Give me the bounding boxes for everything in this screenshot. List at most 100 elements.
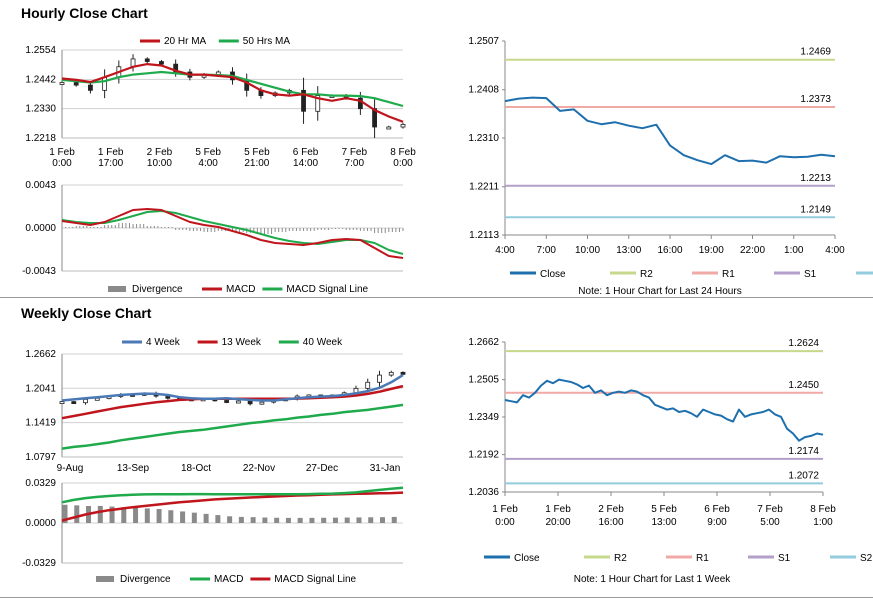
x-tick-label: 10:00	[147, 158, 172, 169]
x-tick-label: 9-Aug	[57, 463, 84, 474]
x-tick-label: 2 Feb	[147, 147, 173, 158]
x-tick-label: 22-Nov	[243, 463, 275, 474]
legend-label: MACD Signal Line	[286, 284, 368, 295]
y-tick-label: 1.2349	[468, 412, 499, 423]
legend-label: MACD	[214, 574, 243, 585]
x-tick-label: 0:00	[52, 158, 72, 169]
y-tick-label: 1.2192	[468, 450, 499, 461]
legend-label: S1	[778, 553, 791, 564]
divergence-bar	[215, 515, 221, 523]
divergence-bar	[203, 513, 209, 523]
weekly-candle	[377, 374, 382, 383]
x-tick-label: 31-Jan	[370, 463, 401, 474]
y-tick-label: 0.0000	[25, 518, 56, 529]
y-tick-label: 1.2442	[25, 74, 56, 85]
x-tick-label: 19:00	[699, 245, 724, 256]
x-tick-label: 1 Feb	[492, 504, 518, 515]
hourly-candle	[59, 82, 65, 85]
x-tick-label: 0:00	[393, 158, 413, 169]
divergence-bar	[168, 510, 174, 523]
weekly-candle	[94, 397, 100, 401]
hourly-candle	[88, 84, 93, 91]
series-macd	[61, 486, 404, 504]
legend-label: R2	[614, 553, 627, 564]
weekly-candle	[235, 400, 241, 404]
hourly-candle	[159, 61, 164, 65]
legend-label: Close	[540, 269, 566, 280]
x-tick-label: 17:00	[98, 158, 123, 169]
weekly-candle	[400, 371, 406, 375]
y-tick-label: 1.2218	[25, 133, 56, 144]
weekly-candle	[365, 381, 371, 389]
divergence-bar	[391, 516, 397, 523]
y-tick-label: -0.0329	[22, 558, 56, 569]
y-tick-label: 1.0797	[25, 452, 56, 463]
x-tick-label: 6 Feb	[704, 504, 730, 515]
legend-label: S1	[804, 269, 817, 280]
x-tick-label: 8 Feb	[390, 147, 416, 158]
x-tick-label: 16:00	[598, 517, 623, 528]
divergence-bar	[262, 517, 268, 523]
x-tick-label: 7 Feb	[341, 147, 367, 158]
x-tick-label: 10:00	[575, 245, 600, 256]
divergence-bar	[297, 517, 303, 523]
divergence-bar	[356, 517, 362, 523]
x-tick-label: 7:00	[345, 158, 365, 169]
x-tick-label: 8 Feb	[810, 504, 836, 515]
hourly-candle	[144, 58, 150, 62]
legend-label: R2	[640, 269, 653, 280]
y-tick-label: 1.2211	[469, 182, 499, 193]
x-tick-label: 5 Feb	[195, 147, 221, 158]
x-tick-label: 7:00	[537, 245, 557, 256]
divergence-bar	[62, 504, 68, 523]
level-label-s1: 1.2174	[788, 446, 819, 457]
weekly-candle	[247, 400, 253, 405]
series-20hr-ma	[61, 62, 404, 123]
legend-label: 4 Week	[146, 337, 181, 348]
x-tick-label: 13-Sep	[117, 463, 150, 474]
divergence-bar	[274, 517, 280, 523]
x-tick-label: 4:00	[198, 158, 218, 169]
x-tick-label: 1:00	[784, 245, 804, 256]
weekly-candle	[59, 401, 65, 405]
y-tick-label: 1.2310	[468, 133, 499, 144]
weekly-candle	[71, 401, 77, 405]
x-tick-label: 2 Feb	[598, 504, 624, 515]
y-tick-label: 0.0329	[25, 478, 56, 489]
hourly-candle	[315, 95, 321, 112]
y-tick-label: 1.2507	[468, 36, 499, 47]
x-tick-label: 1 Feb	[98, 147, 124, 158]
legend-swatch	[96, 576, 114, 582]
divergence-bar	[309, 517, 315, 523]
divergence-bar	[285, 517, 291, 523]
x-tick-label: 1 Feb	[545, 504, 571, 515]
legend-label: Divergence	[132, 284, 183, 295]
x-tick-label: 20:00	[545, 517, 570, 528]
legend-label: 20 Hr MA	[164, 36, 207, 47]
divergence-bar	[97, 505, 103, 523]
divergence-bar	[321, 517, 327, 523]
divergence-bar	[368, 517, 374, 523]
divergence-bar	[332, 517, 338, 523]
x-tick-label: 16:00	[657, 245, 682, 256]
weekly-candle	[224, 400, 230, 403]
y-tick-label: 1.1419	[25, 418, 56, 429]
divergence-bar	[180, 511, 186, 523]
level-label-r1: 1.2373	[800, 94, 831, 105]
divergence-bar	[109, 506, 115, 523]
x-tick-label: 4:00	[495, 245, 515, 256]
divergence-bar	[133, 507, 139, 523]
x-tick-label: 13:00	[616, 245, 641, 256]
x-tick-label: 4:00	[825, 245, 845, 256]
x-tick-label: 1:00	[813, 517, 833, 528]
y-tick-label: 1.2505	[468, 375, 499, 386]
divergence-bar	[74, 505, 80, 523]
level-label-r2: 1.2469	[800, 47, 831, 58]
x-tick-label: 7 Feb	[757, 504, 783, 515]
series-40-week	[61, 403, 404, 450]
divergence-bar	[344, 517, 350, 523]
divergence-bar	[156, 509, 162, 523]
level-label-s1: 1.2213	[800, 173, 831, 184]
y-tick-label: 1.2662	[25, 349, 56, 360]
y-tick-label: 1.2330	[25, 104, 56, 115]
